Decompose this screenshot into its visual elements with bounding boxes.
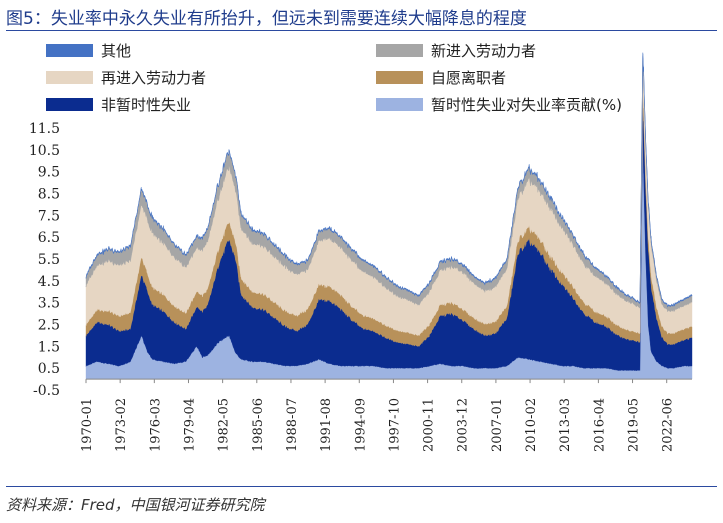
legend-item-reentrants: 再进入劳动力者	[46, 67, 206, 87]
x-tick-label: 2003-12	[456, 398, 471, 452]
x-tick-label: 1979-04	[183, 398, 198, 452]
x-tick-label: 2022-06	[661, 398, 676, 452]
x-tick-label: 2013-03	[558, 398, 573, 452]
y-tick-label: 2.5	[38, 318, 60, 334]
x-tick-label: 2019-05	[627, 398, 642, 452]
legend-item-permanent-job-losers: 非暂时性失业	[46, 94, 191, 114]
x-tick-label: 1988-07	[285, 398, 300, 452]
y-tick-label: 3.5	[38, 296, 60, 312]
legend-label: 其他	[101, 41, 132, 60]
x-tick-label: 2010-02	[524, 398, 539, 452]
source-divider	[6, 486, 717, 487]
legend-item-new-entrants: 新进入劳动力者	[376, 40, 536, 60]
x-tick-label: 1976-03	[148, 398, 163, 452]
legend-swatch	[46, 43, 93, 57]
source-note: 资料来源：Fred，中国银河证券研究院	[6, 496, 265, 514]
area-6	[85, 52, 693, 308]
y-tick-label: 8.5	[38, 187, 60, 203]
y-tick-label: 10.5	[29, 143, 60, 159]
y-tick-label: 6.5	[38, 230, 60, 246]
area-layers	[85, 52, 693, 380]
x-tick-label: 1982-05	[217, 398, 232, 452]
axes: 11.5 10.5 9.5 8.5 7.5 6.5 5.5 4.5 3.5 2.5 1.5 0.5 -0…	[29, 121, 692, 452]
area-4	[85, 58, 693, 337]
legend-item-temporary-layoff-contribution: 暂时性失业对失业率贡献(%)	[376, 94, 622, 114]
legend-swatch	[46, 97, 93, 111]
x-tick-label: 1997-10	[387, 398, 402, 452]
legend-swatch	[376, 70, 423, 84]
title-divider	[6, 30, 717, 31]
legend-item-other: 其他	[46, 40, 131, 60]
x-tick-label: 1991-08	[319, 398, 334, 452]
x-tick-label: 1970-01	[80, 398, 95, 452]
legend-swatch	[376, 97, 423, 111]
y-tick-label: 0.5	[38, 361, 60, 377]
legend-swatch	[46, 70, 93, 84]
y-tick-label: 1.5	[38, 339, 60, 355]
x-tick-label: 1973-02	[114, 398, 129, 452]
legend-label: 新进入劳动力者	[431, 41, 537, 60]
x-tick-label: 2000-11	[422, 398, 437, 452]
x-tick-label: 1985-06	[251, 398, 266, 452]
legend-label: 非暂时性失业	[101, 95, 192, 114]
chart-title: 图5：失业率中永久失业有所抬升，但远未到需要连续大幅降息的程度	[6, 9, 527, 29]
legend-label: 自愿离职者	[431, 68, 507, 87]
y-tick-label: 5.5	[38, 252, 60, 268]
x-tick-label: 1994-09	[353, 398, 368, 452]
stacked-area-chart: 11.5 10.5 9.5 8.5 7.5 6.5 5.5 4.5 3.5 2.5 1.5 0.5 -0…	[29, 52, 693, 452]
y-tick-label: 7.5	[38, 208, 60, 224]
y-tick-label: 11.5	[29, 121, 60, 137]
y-tick-label: -0.5	[33, 383, 60, 399]
y-tick-label: 4.5	[38, 274, 60, 290]
y-tick-label: 9.5	[38, 165, 60, 181]
legend-label: 暂时性失业对失业率贡献(%)	[431, 95, 622, 114]
legend-item-job-leavers: 自愿离职者	[376, 67, 506, 87]
x-tick-label: 2016-04	[592, 398, 607, 452]
x-tick-label: 2007-01	[490, 398, 505, 452]
legend-label: 再进入劳动力者	[101, 68, 207, 87]
legend-swatch	[376, 43, 423, 57]
